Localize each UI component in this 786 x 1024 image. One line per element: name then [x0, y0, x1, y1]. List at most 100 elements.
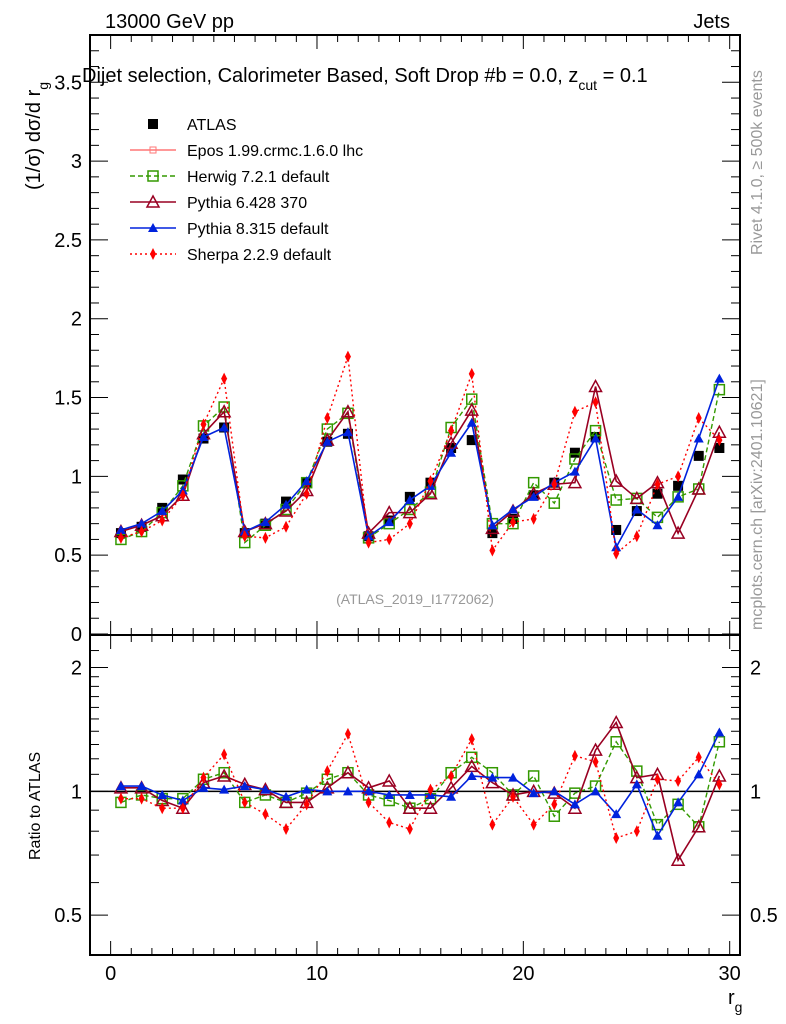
ratio-point-sherpa-229	[592, 755, 599, 768]
ratio-point-sherpa-229	[344, 727, 351, 740]
y-tick-label: 2	[71, 309, 82, 331]
ratio-point-sherpa-229	[551, 798, 558, 811]
header-right: Jets	[693, 11, 730, 33]
ratio-point-sherpa-229	[324, 765, 331, 778]
main-point-atlas	[652, 488, 663, 499]
legend-marker	[148, 119, 158, 129]
main-point-pythia-8315	[569, 466, 580, 476]
ratio-point-sherpa-229	[468, 733, 475, 746]
legend-label: ATLAS	[187, 117, 237, 134]
main-point-pythia-8315	[198, 431, 209, 441]
ratio-point-pythia-8315	[487, 772, 498, 782]
main-point-sherpa-229	[654, 478, 661, 491]
ratio-point-herwig-721	[527, 770, 540, 782]
main-point-pythia-8315	[508, 504, 519, 514]
legend-marker	[149, 146, 157, 154]
legend-marker	[148, 223, 158, 232]
main-point-atlas	[673, 480, 684, 491]
ratio-point-sherpa-229	[427, 783, 434, 796]
main-point-pythia-6428	[402, 505, 418, 519]
ratio-line-pythia-8315	[120, 732, 721, 838]
ratio-point-pythia-8315	[693, 769, 704, 779]
ratio-point-pythia-8315	[281, 791, 292, 801]
x-axis-label-text: r	[728, 987, 735, 1009]
legend-label: Pythia 8.315 default	[187, 221, 329, 238]
ratio-point-pythia-6428	[278, 794, 294, 809]
main-point-pythia-6428	[567, 475, 583, 489]
ratio-point-pythia-8315	[590, 786, 601, 796]
main-line-pythia-6428	[120, 386, 721, 536]
main-ylabel: (1/σ) dσ/d rg	[23, 82, 51, 190]
ratio-y-tick-label: 2	[71, 658, 82, 680]
legend-entry: Pythia 6.428 370	[130, 194, 307, 212]
main-point-sherpa-229	[344, 350, 351, 363]
main-point-pythia-6428	[608, 473, 624, 487]
main-point-sherpa-229	[262, 531, 269, 544]
main-point-sherpa-229	[530, 512, 537, 525]
ratio-point-herwig-721	[465, 751, 478, 764]
ratio-point-pythia-8315	[466, 770, 477, 780]
main-point-pythia-6428	[670, 525, 686, 539]
main-point-sherpa-229	[427, 475, 434, 488]
ratio-point-pythia-8315	[508, 772, 519, 782]
plot-subtitle-main: Dijet selection, Calorimeter Based, Soft…	[82, 65, 578, 87]
x-axis-label: rg	[728, 987, 742, 1015]
main-series-group	[113, 350, 727, 560]
ratio-point-sherpa-229	[675, 774, 682, 787]
main-point-sherpa-229	[468, 367, 475, 380]
ratio-point-pythia-8315	[569, 799, 580, 809]
main-point-pythia-6428	[423, 486, 438, 500]
ratio-point-pythia-8315	[528, 788, 539, 798]
ratio-point-pythia-6428	[588, 742, 603, 756]
main-point-atlas	[177, 474, 188, 485]
main-series-sherpa-229	[117, 350, 723, 560]
main-point-pythia-8315	[363, 531, 374, 541]
y-tick-label: 2.5	[54, 230, 82, 252]
main-point-sherpa-229	[592, 396, 599, 409]
ratio-point-sherpa-229	[179, 802, 186, 815]
ratio-point-sherpa-229	[365, 796, 372, 809]
ratio-y-tick-label-right: 1	[750, 781, 761, 803]
main-point-atlas	[714, 442, 725, 453]
legend-marker	[150, 248, 156, 260]
ratio-point-pythia-8315	[714, 727, 725, 737]
ratio-point-sherpa-229	[159, 802, 166, 815]
main-point-pythia-8315	[219, 422, 230, 432]
ratio-point-pythia-6428	[216, 768, 232, 782]
main-point-pythia-8315	[322, 436, 333, 446]
ratio-point-sherpa-229	[262, 808, 269, 821]
analysis-watermark: (ATLAS_2019_I1772062)	[336, 591, 494, 607]
main-point-sherpa-229	[633, 530, 640, 543]
main-point-sherpa-229	[716, 434, 723, 447]
main-point-sherpa-229	[571, 405, 578, 418]
mcplots-label: mcplots.cern.ch [arXiv:2401.10621]	[749, 379, 766, 630]
ratio-point-herwig-721	[548, 810, 561, 822]
main-point-sherpa-229	[365, 536, 372, 549]
ratio-point-sherpa-229	[489, 818, 496, 831]
plot-subtitle-tail: = 0.1	[597, 65, 648, 87]
main-point-pythia-8315	[281, 499, 292, 509]
ratio-point-pythia-8315	[136, 781, 147, 791]
ratio-point-sherpa-229	[571, 749, 578, 762]
main-point-pythia-6428	[588, 378, 603, 393]
legend-marker	[147, 170, 159, 182]
main-ylabel-text: (1/σ) dσ/d r	[23, 89, 45, 190]
main-point-herwig-721	[713, 383, 726, 396]
plot-subtitle: Dijet selection, Calorimeter Based, Soft…	[82, 65, 648, 93]
main-point-pythia-8315	[673, 491, 684, 501]
ratio-point-pythia-6428	[381, 773, 397, 787]
legend-label: Sherpa 2.2.9 default	[187, 247, 332, 264]
ratio-point-pythia-8315	[384, 789, 395, 799]
ratio-point-pythia-8315	[260, 784, 271, 794]
x-tick-label: 0	[105, 963, 116, 985]
legend-entry: Pythia 8.315 default	[130, 221, 329, 238]
main-point-sherpa-229	[510, 516, 517, 529]
main-series-herwig-721	[115, 383, 726, 549]
ratio-y-tick-label: 1	[71, 781, 82, 803]
ratio-point-sherpa-229	[138, 792, 145, 805]
ratio-point-pythia-6428	[691, 819, 706, 833]
ratio-line-sherpa-229	[120, 732, 720, 839]
ratio-point-sherpa-229	[716, 778, 723, 791]
ratio-point-pythia-8315	[219, 784, 230, 794]
